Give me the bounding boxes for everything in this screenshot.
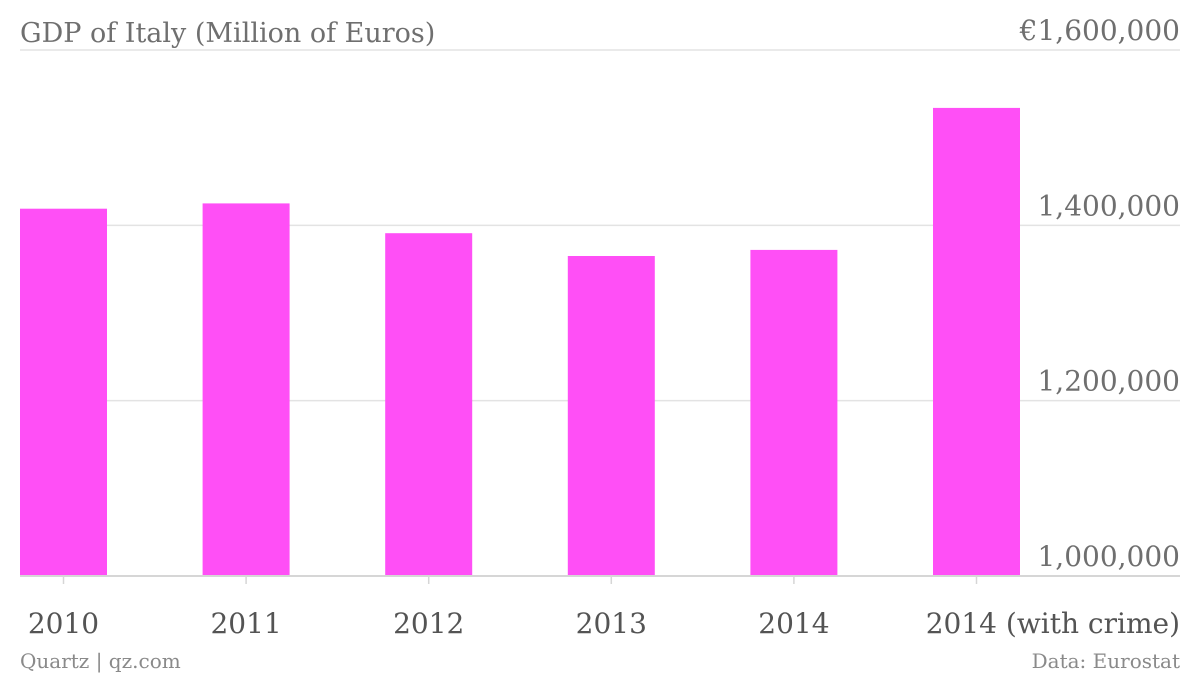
x-axis-tick-labels: 2010 2011 2012 2013 2014 2014 (with crime) [28,607,1180,640]
x-tick-label: 2014 [758,607,829,640]
y-tick-label: 1,400,000 [1037,189,1180,222]
x-tick-label: 2012 [393,607,464,640]
y-tick-label: 1,000,000 [1037,540,1180,573]
bar [385,233,473,576]
bar [567,256,655,576]
chart-title: GDP of Italy (Million of Euros) [20,18,435,49]
x-tick-label: 2011 [210,607,281,640]
y-axis-tick-labels: 1,000,000 1,200,000 1,400,000 €1,600,000 [1019,14,1180,573]
x-tick-label: 2010 [28,607,99,640]
x-tick-label: 2014 (with crime) [926,607,1180,640]
bar [20,208,107,576]
bar [202,203,290,576]
bar [933,107,1020,577]
data-source: Data: Eurostat [1032,649,1180,673]
source-credit: Quartz | qz.com [20,649,181,674]
x-tick-label: 2013 [576,607,647,640]
y-tick-label: 1,200,000 [1037,365,1180,398]
x-axis [20,575,1180,584]
bars [20,107,1020,577]
y-tick-label: €1,600,000 [1019,14,1180,47]
bar [750,249,838,576]
